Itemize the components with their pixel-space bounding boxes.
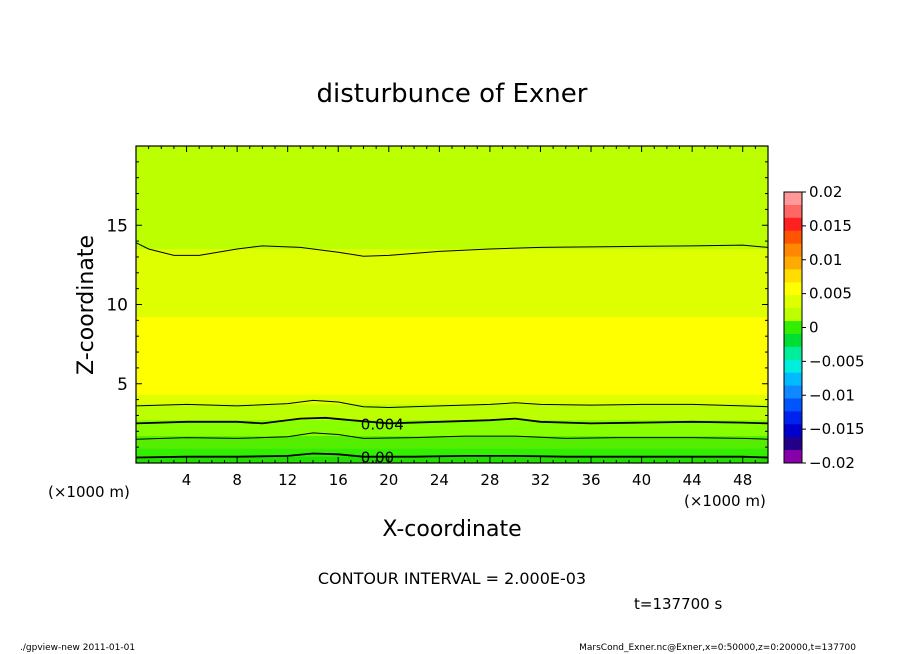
colorbar-swatch [784, 282, 802, 296]
x-tick-label: 36 [581, 471, 600, 489]
footer-right: MarsCond_Exner.nc@Exner,x=0:50000,z=0:20… [579, 643, 856, 653]
y-tick-label: 15 [106, 216, 128, 236]
colorbar-label: −0.01 [809, 386, 855, 404]
contour-line-3 [135, 432, 769, 440]
x-tick-label: 40 [632, 471, 651, 489]
colorbar-label: 0.01 [809, 251, 842, 269]
x-tick-label: 16 [329, 471, 348, 489]
colorbar-label: 0.02 [809, 183, 842, 201]
x-tick-label: 8 [232, 471, 242, 489]
colorbar-label: 0 [809, 319, 819, 337]
contour-line-4 [135, 452, 769, 459]
x-tick-label: 20 [379, 471, 398, 489]
time-text: t=137700 s [634, 595, 722, 613]
footer-left: ./gpview-new 2011-01-01 [20, 643, 135, 653]
colorbar-swatch [784, 333, 802, 348]
colorbar-label: −0.005 [809, 352, 865, 370]
colorbar-swatch [784, 204, 802, 219]
x-tick-label: 48 [733, 471, 752, 489]
colorbar-swatch [784, 411, 802, 425]
contour-label-2: 0.004 [361, 415, 404, 433]
x-tick-label: 44 [683, 471, 702, 489]
y-axis-label: Z-coordinate [74, 235, 99, 375]
colorbar-label: −0.02 [809, 454, 855, 472]
colorbar-swatch [784, 217, 802, 232]
chart-title: disturbunce of Exner [317, 79, 588, 109]
colorbar-swatch [784, 243, 802, 258]
colorbar-swatch [784, 424, 802, 438]
x-unit-left: (×1000 m) [48, 483, 130, 501]
x-tick-label: 28 [480, 471, 499, 489]
colorbar-swatch [784, 372, 802, 387]
x-tick-label: 24 [430, 471, 449, 489]
colorbar-swatch [784, 450, 802, 464]
colorbar-swatch [784, 385, 802, 399]
contour-line-1 [135, 399, 769, 409]
colorbar-swatch [784, 321, 802, 335]
contour-band-8 [136, 456, 768, 463]
colorbar-swatch [784, 230, 802, 245]
x-tick-label: 4 [182, 471, 192, 489]
colorbar-swatch [784, 192, 802, 206]
colorbar-label: −0.015 [809, 420, 865, 438]
contour-label-4: 0.00 [361, 449, 394, 467]
colorbar-label: 0.015 [809, 217, 852, 235]
contour-line-0 [135, 242, 769, 257]
x-tick-label: 32 [531, 471, 550, 489]
x-axis-label: X-coordinate [382, 517, 521, 542]
colorbar: 0.02 0.015 0.01 0.005 0 −0.005 −0.01 −0.015 −0.0… [783, 183, 865, 472]
y-tick-label: 10 [106, 296, 128, 316]
colorbar-swatch [784, 359, 802, 374]
x-tick-label: 12 [278, 471, 297, 489]
y-tick-label: 5 [117, 375, 128, 395]
x-unit-right: (×1000 m) [684, 492, 766, 510]
colorbar-swatch [784, 437, 802, 451]
colorbar-label: 0.005 [809, 285, 852, 303]
contour-line-2 [135, 416, 769, 425]
colorbar-swatch [784, 308, 802, 322]
contour-interval-text: CONTOUR INTERVAL = 2.000E-03 [318, 569, 586, 588]
colorbar-swatch [784, 256, 802, 270]
colorbar-swatch [784, 269, 802, 283]
colorbar-swatch [784, 295, 802, 309]
colorbar-swatch [784, 346, 802, 361]
colorbar-swatch [784, 398, 802, 412]
